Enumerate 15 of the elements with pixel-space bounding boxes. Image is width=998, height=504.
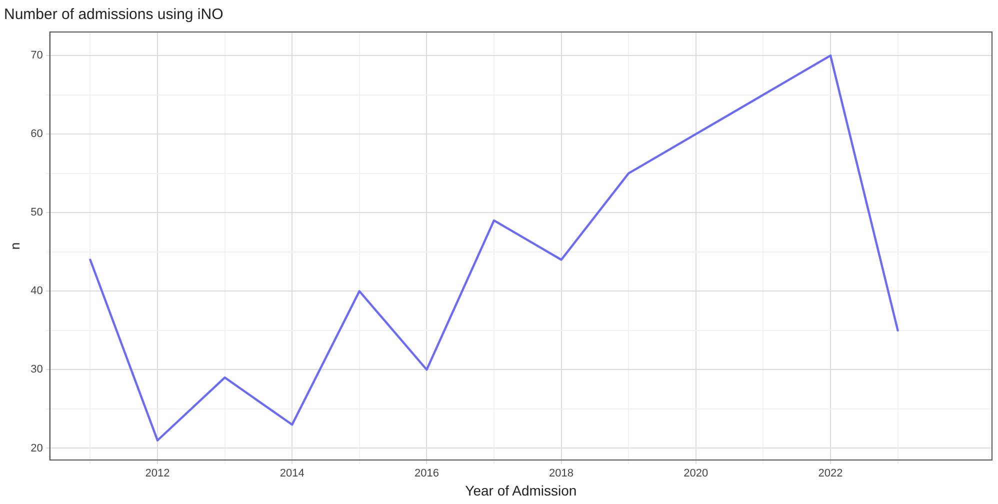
x-tick-label: 2022 [818, 468, 843, 480]
x-tick-label: 2014 [280, 468, 304, 480]
y-axis-title: n [7, 242, 22, 250]
x-tick-label: 2020 [684, 468, 708, 480]
x-tick-label: 2018 [549, 468, 574, 480]
y-tick-label: 70 [30, 50, 43, 62]
x-axis-title: Year of Admission [465, 482, 577, 498]
x-tick-label: 2012 [145, 468, 170, 480]
y-tick-label: 60 [30, 128, 43, 140]
chart-title: Number of admissions using iNO [4, 6, 224, 24]
y-tick-label: 40 [30, 285, 43, 298]
y-tick-label: 20 [30, 442, 43, 454]
x-tick-label: 2016 [414, 468, 439, 480]
y-tick-label: 30 [30, 364, 43, 376]
y-tick-label: 50 [30, 206, 43, 219]
